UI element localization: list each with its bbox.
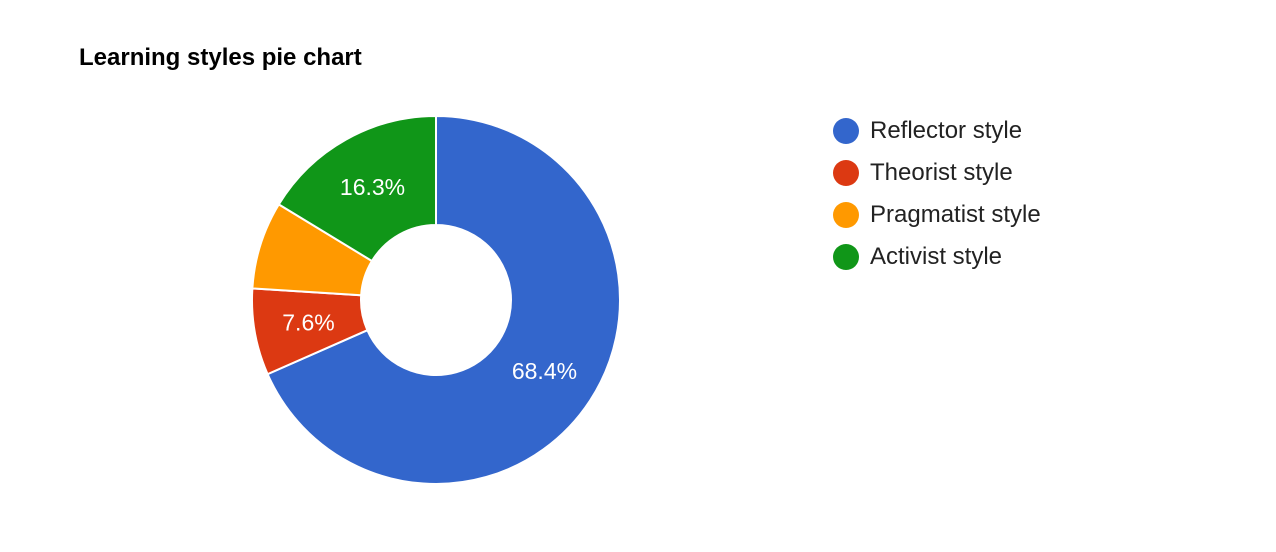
legend-item-activist-style[interactable]: Activist style <box>833 236 1041 278</box>
donut-slice-labels: 68.4% 7.6% 16.3% <box>282 174 577 384</box>
legend-swatch-icon <box>833 160 859 186</box>
donut-slice-reflector-style[interactable] <box>266 114 621 485</box>
legend-item-theorist-style[interactable]: Theorist style <box>833 152 1041 194</box>
legend-swatch-icon <box>833 202 859 228</box>
slice-label-activist-style: 16.3% <box>340 174 405 200</box>
legend-label: Theorist style <box>870 159 1013 186</box>
legend-swatch-icon <box>833 244 859 270</box>
slice-label-theorist-style: 7.6% <box>282 310 334 336</box>
donut-slices <box>251 114 621 485</box>
donut-slice-activist-style[interactable] <box>277 114 437 263</box>
legend-label: Activist style <box>870 243 1003 270</box>
slice-label-reflector-style: 68.4% <box>512 358 577 384</box>
legend-label: Pragmatist style <box>870 201 1041 228</box>
legend-item-reflector-style[interactable]: Reflector style <box>833 110 1041 152</box>
legend-item-pragmatist-style[interactable]: Pragmatist style <box>833 194 1041 236</box>
chart-title: Learning styles pie chart <box>79 44 362 71</box>
legend-label: Reflector style <box>870 117 1023 144</box>
chart-legend: Reflector style Theorist style Pragmatist … <box>833 110 1041 278</box>
legend-swatch-icon <box>833 118 859 144</box>
